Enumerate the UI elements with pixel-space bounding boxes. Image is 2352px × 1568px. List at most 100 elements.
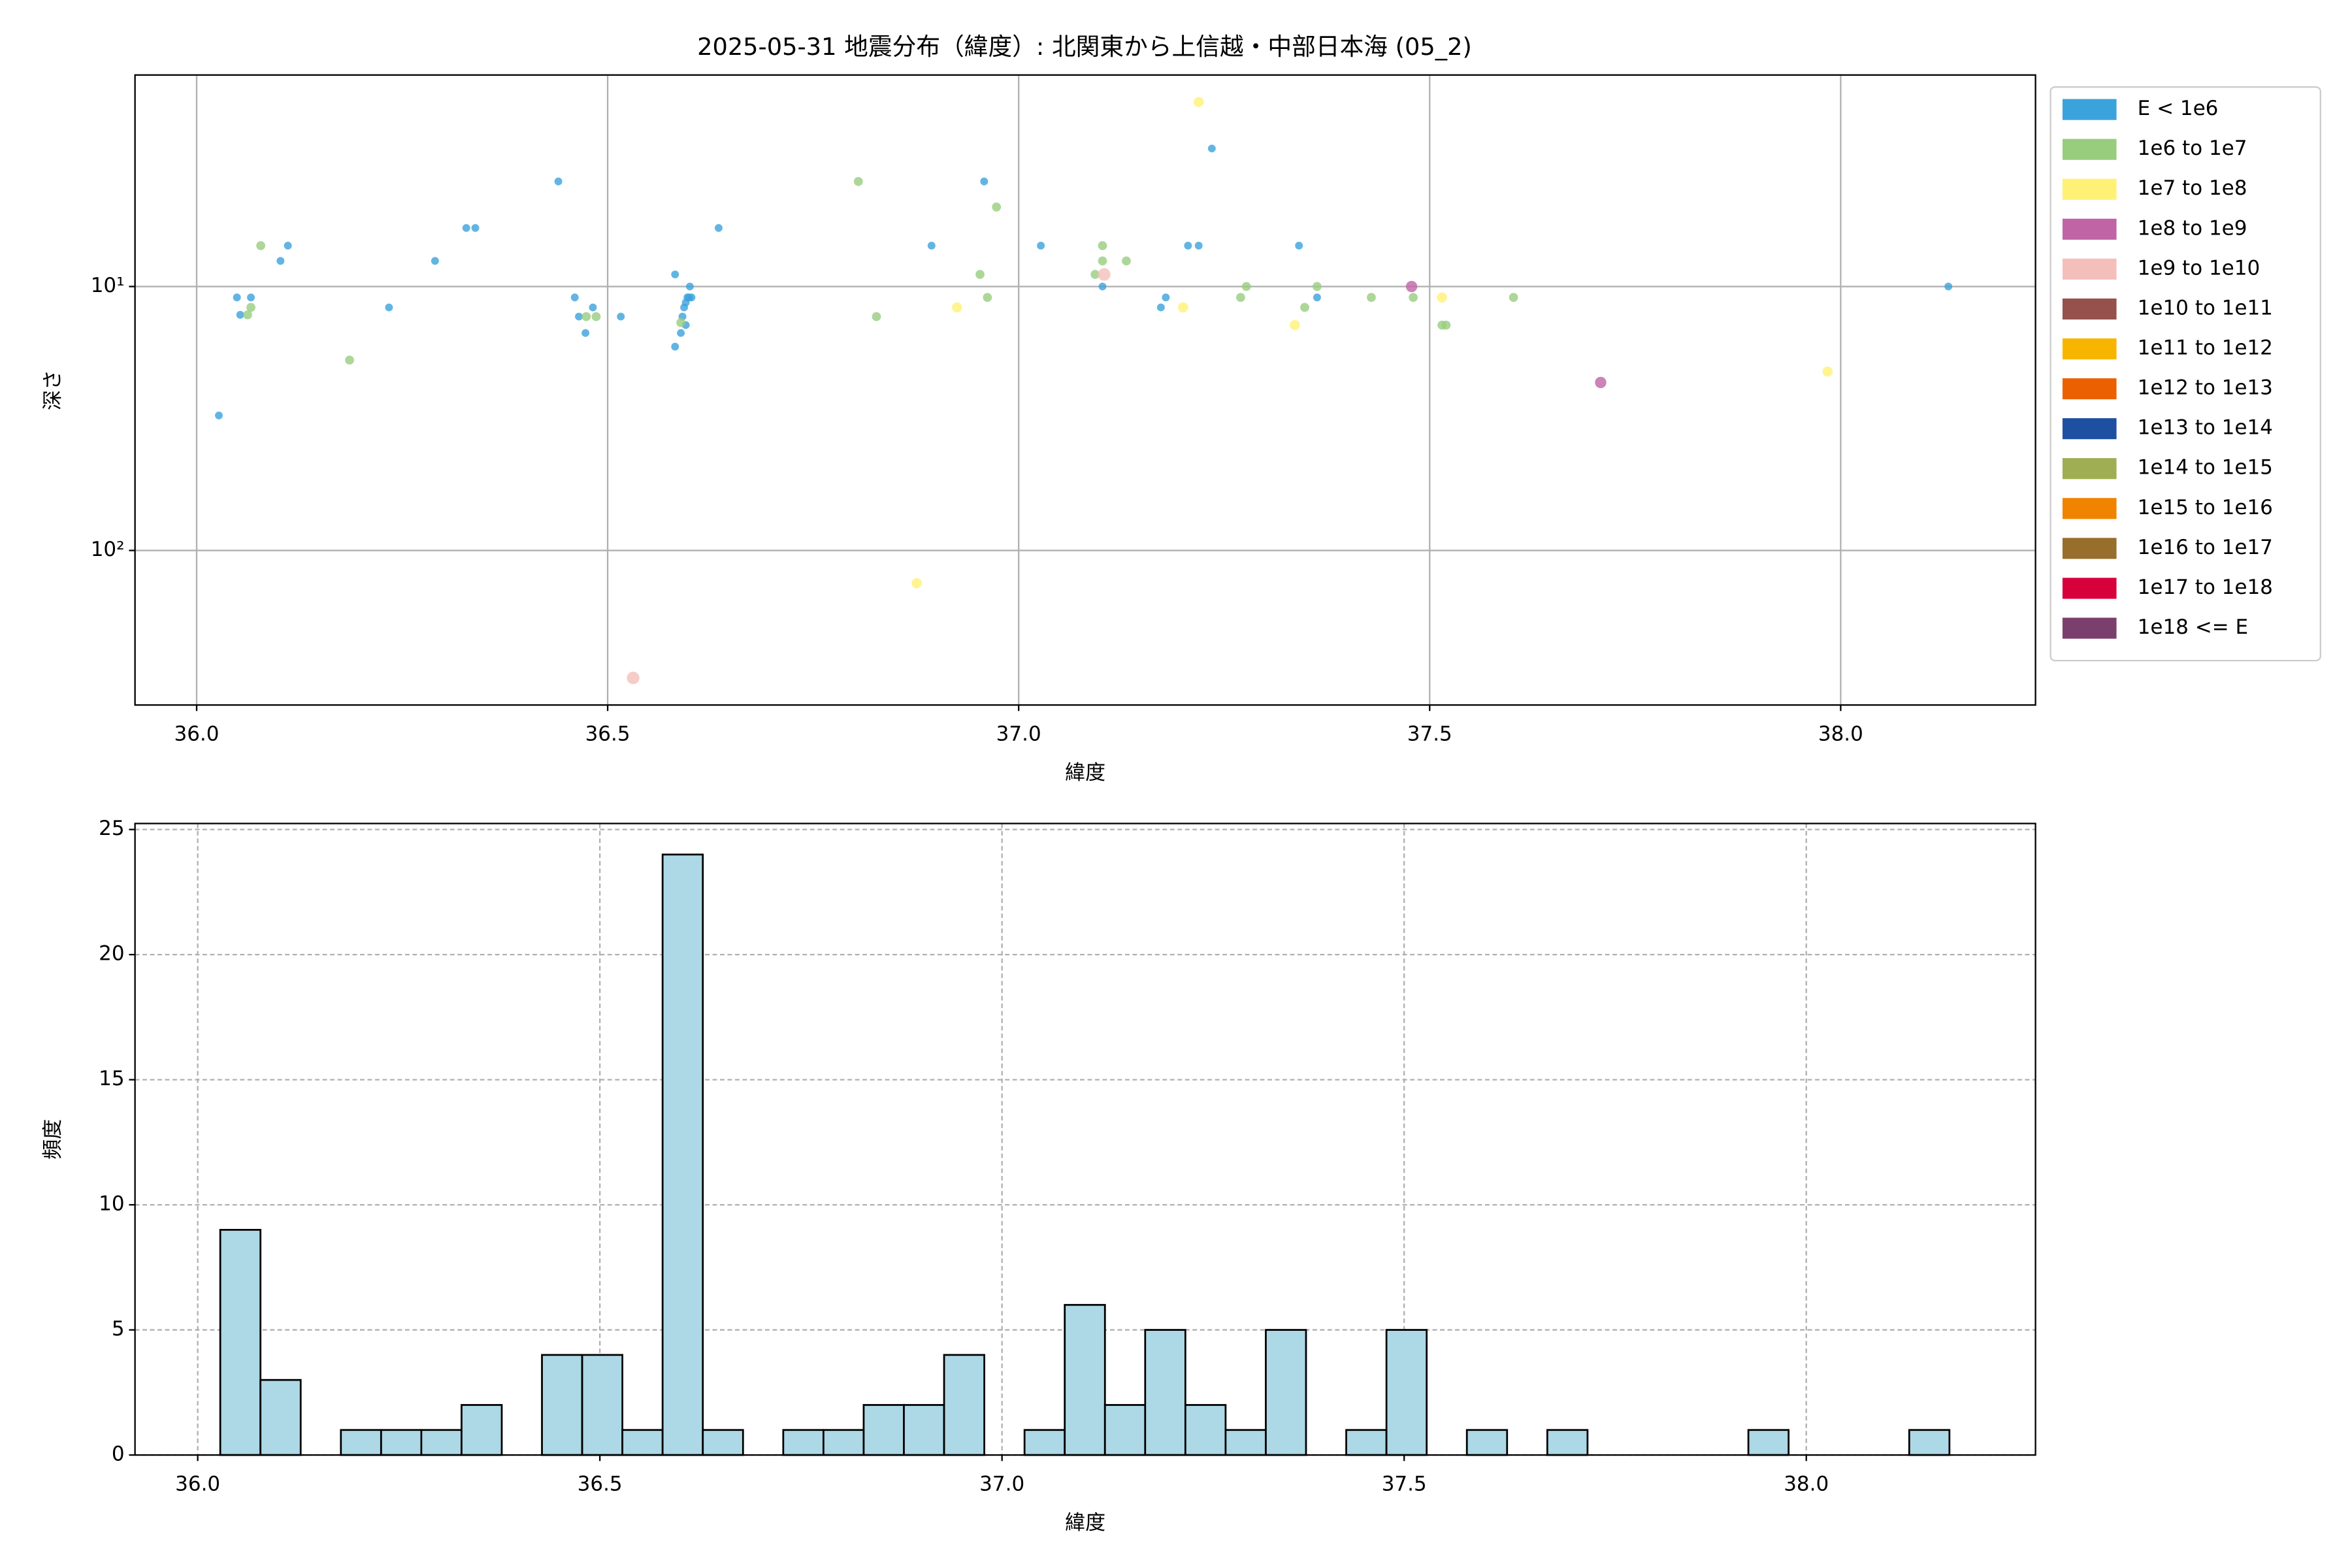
point — [581, 312, 591, 321]
point — [911, 578, 922, 589]
bar — [219, 1229, 262, 1456]
point — [1509, 293, 1518, 302]
legend-swatch — [2062, 617, 2117, 639]
point — [575, 312, 583, 321]
point — [1207, 144, 1216, 153]
point — [952, 302, 962, 313]
x-tick-label: 37.0 — [979, 1472, 1024, 1495]
legend-swatch — [2062, 458, 2117, 480]
point — [247, 293, 255, 302]
legend-label: 1e18 <= E — [2138, 615, 2248, 639]
point — [570, 293, 579, 302]
bar — [461, 1404, 503, 1456]
point — [236, 310, 244, 319]
point — [1194, 241, 1203, 250]
legend-swatch — [2062, 218, 2117, 240]
legend-swatch — [2062, 298, 2117, 320]
point — [1178, 302, 1188, 313]
x-tick-label: 36.0 — [174, 723, 219, 746]
point — [1098, 268, 1111, 281]
legend-swatch — [2062, 99, 2117, 120]
point — [992, 203, 1002, 212]
point — [617, 312, 625, 321]
point — [685, 282, 694, 291]
x-axis-label: 緯度 — [1065, 1511, 1105, 1535]
bar — [1224, 1429, 1267, 1456]
point — [1090, 270, 1100, 279]
point — [1290, 319, 1300, 331]
legend-swatch — [2062, 378, 2117, 400]
point — [243, 310, 252, 319]
point — [385, 303, 393, 312]
point — [462, 223, 470, 232]
point — [687, 293, 696, 302]
bar — [903, 1404, 945, 1456]
legend-label: E < 1e6 — [2138, 97, 2219, 120]
bar — [823, 1429, 865, 1456]
x-tick-label: 36.0 — [175, 1472, 220, 1495]
bar — [581, 1354, 624, 1456]
bar — [702, 1429, 744, 1456]
point — [1300, 302, 1309, 312]
bar — [1385, 1329, 1428, 1456]
point — [1437, 292, 1447, 303]
bar — [1184, 1404, 1227, 1456]
y-tick-label: 10¹ — [91, 274, 125, 297]
point — [1193, 97, 1204, 107]
legend-label: 1e15 to 1e16 — [2138, 496, 2273, 519]
point — [581, 329, 590, 337]
point — [256, 241, 266, 250]
point — [1236, 293, 1245, 302]
point — [975, 270, 985, 279]
legend-swatch — [2062, 139, 2117, 160]
legend-label: 1e6 to 1e7 — [2138, 137, 2247, 160]
x-tick-label: 36.5 — [578, 1472, 623, 1495]
point — [1098, 282, 1107, 291]
legend-label: 1e13 to 1e14 — [2138, 416, 2273, 440]
x-tick-label: 36.5 — [585, 723, 630, 746]
bar — [259, 1379, 302, 1456]
point — [677, 329, 685, 337]
point — [1409, 293, 1418, 302]
point — [591, 312, 601, 321]
y-tick-label: 15 — [99, 1067, 124, 1090]
legend-label: 1e14 to 1e15 — [2138, 456, 2273, 480]
bar — [1144, 1329, 1186, 1456]
point — [1441, 320, 1451, 330]
point — [1162, 293, 1170, 302]
bar — [420, 1429, 463, 1456]
point — [1822, 366, 1833, 377]
legend-swatch — [2062, 538, 2117, 559]
y-axis-label: 深さ — [41, 370, 65, 410]
bar — [340, 1429, 382, 1456]
point — [246, 302, 255, 312]
point — [1037, 241, 1045, 250]
point — [1241, 282, 1251, 291]
point — [1295, 241, 1303, 250]
point — [589, 303, 597, 312]
point — [1313, 282, 1322, 291]
bar — [621, 1429, 664, 1456]
x-tick-label: 38.0 — [1818, 723, 1863, 746]
legend-label: 1e7 to 1e8 — [2138, 176, 2247, 200]
point — [284, 241, 292, 250]
y-tick-label: 0 — [112, 1443, 125, 1466]
point — [554, 177, 563, 186]
y-tick-label: 5 — [112, 1317, 125, 1341]
point — [676, 318, 685, 327]
point — [345, 355, 354, 365]
point — [431, 257, 439, 265]
bar — [782, 1429, 825, 1456]
bar — [541, 1354, 583, 1456]
point — [983, 293, 992, 302]
bar — [1064, 1303, 1106, 1456]
y-tick-label: 10 — [99, 1192, 124, 1216]
point — [1098, 241, 1107, 250]
point — [276, 257, 285, 265]
point — [1184, 241, 1192, 250]
bar — [1023, 1429, 1066, 1456]
x-tick-label: 38.0 — [1784, 1472, 1829, 1495]
legend-label: 1e10 to 1e11 — [2138, 296, 2273, 319]
legend-label: 1e11 to 1e12 — [2138, 336, 2273, 360]
